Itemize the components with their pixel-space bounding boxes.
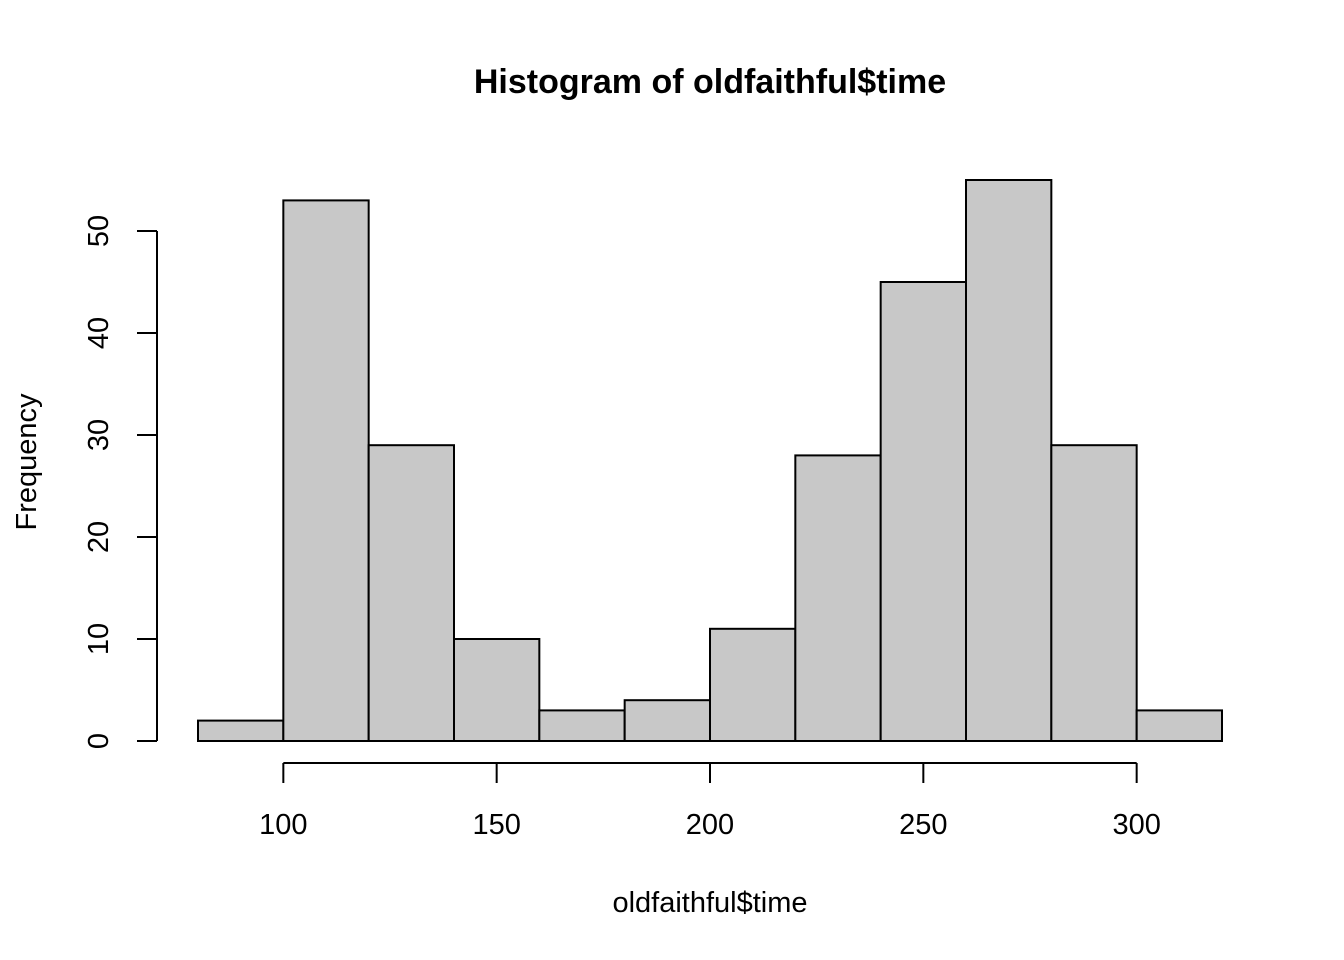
y-tick-label: 0 — [83, 733, 115, 749]
x-tick-label: 100 — [259, 809, 307, 841]
y-tick-label: 20 — [83, 521, 115, 553]
histogram-bar — [1135, 709, 1223, 743]
y-axis: 0 10 20 30 40 50 — [83, 215, 158, 749]
histogram-bar — [367, 444, 455, 742]
bars-group — [197, 179, 1223, 743]
histogram-bar — [1050, 444, 1138, 742]
y-tick-label: 50 — [83, 215, 115, 247]
histogram-bar — [965, 179, 1053, 742]
y-tick-label: 10 — [83, 623, 115, 655]
x-tick-label: 300 — [1112, 809, 1160, 841]
x-axis-label: oldfaithful$time — [612, 887, 807, 919]
x-tick-label: 200 — [686, 809, 734, 841]
histogram-bar — [879, 281, 968, 742]
histogram-bar — [794, 454, 882, 742]
histogram-bar — [282, 199, 370, 742]
y-tick-label: 40 — [83, 317, 115, 349]
chart-title: Histogram of oldfaithful$time — [474, 63, 946, 101]
histogram-bar — [709, 627, 797, 742]
x-axis: 100 150 200 250 300 — [259, 762, 1161, 841]
x-tick-label: 250 — [899, 809, 947, 841]
x-tick-label: 150 — [472, 809, 520, 841]
y-tick-label: 30 — [83, 419, 115, 451]
histogram-bar — [538, 709, 626, 743]
histogram-bar — [623, 699, 712, 743]
histogram-bar — [453, 638, 541, 742]
y-axis-label: Frequency — [11, 393, 43, 531]
histogram-bar — [197, 719, 285, 742]
